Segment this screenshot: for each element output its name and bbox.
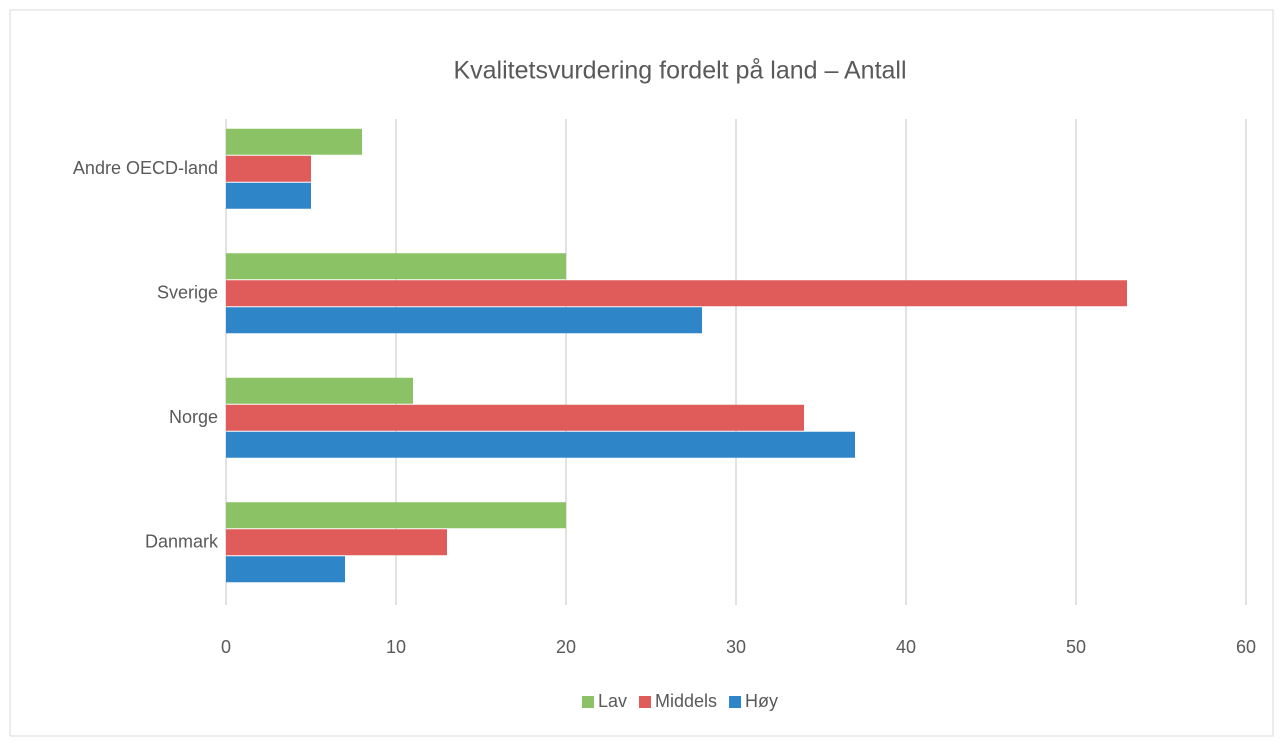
- x-tick-label: 0: [221, 637, 231, 657]
- y-tick-label: Sverige: [157, 283, 218, 303]
- legend-swatch: [639, 696, 651, 708]
- bar: [226, 280, 1127, 307]
- legend-label: Lav: [598, 691, 627, 711]
- x-tick-label: 50: [1066, 637, 1086, 657]
- chart-frame: [9, 9, 1274, 737]
- legend-swatch: [729, 696, 742, 708]
- x-tick-label: 30: [726, 637, 746, 657]
- y-tick-label: Norge: [169, 407, 218, 427]
- legend-label: Middels: [655, 691, 717, 711]
- x-tick-label: 40: [896, 637, 916, 657]
- y-tick-label: Danmark: [145, 532, 219, 552]
- x-tick-label: 60: [1236, 637, 1256, 657]
- legend-swatch: [581, 696, 594, 708]
- bar: [226, 307, 702, 334]
- bar: [226, 556, 345, 583]
- bar: [226, 377, 413, 404]
- x-tick-label: 20: [556, 637, 576, 657]
- bar: [226, 529, 447, 556]
- x-tick-label: 10: [386, 637, 406, 657]
- legend-label: Høy: [745, 691, 778, 711]
- bar: [226, 128, 362, 155]
- bar: [226, 182, 311, 209]
- bar: [226, 155, 311, 182]
- y-tick-label: Andre OECD-land: [73, 158, 218, 178]
- chart-title: Kvalitetsvurdering fordelt på land – Ant…: [453, 57, 906, 85]
- bar: [226, 431, 855, 458]
- bar: [226, 502, 566, 529]
- bar: [226, 253, 566, 280]
- bar: [226, 404, 804, 431]
